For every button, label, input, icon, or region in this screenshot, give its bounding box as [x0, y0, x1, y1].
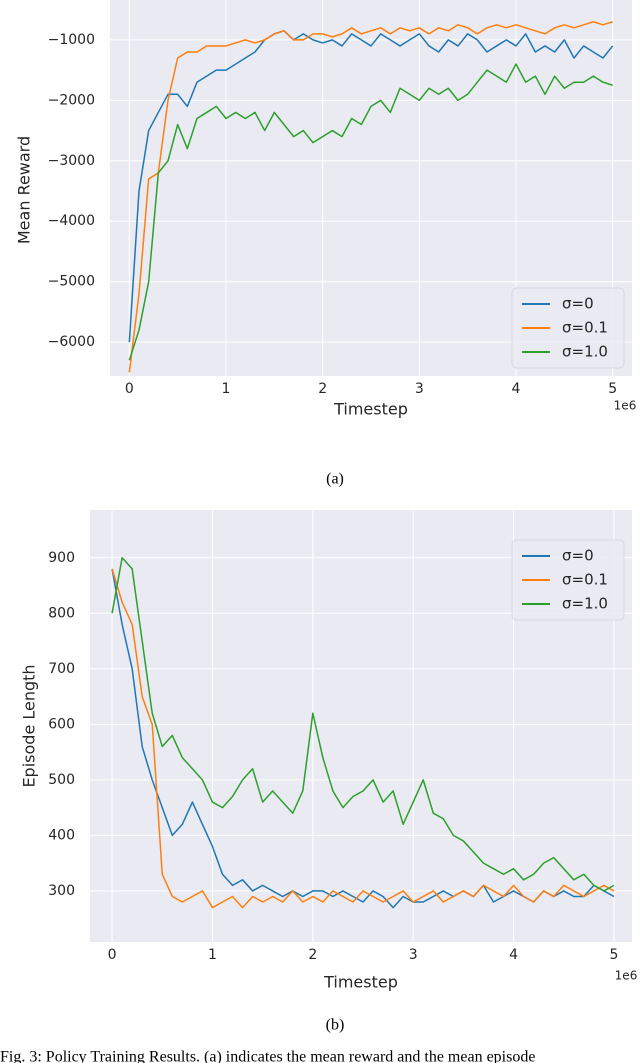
data-line	[128, 63, 613, 361]
data-line	[128, 21, 613, 373]
x-tick-label: 4	[512, 381, 521, 397]
y-tick-label: −6000	[48, 334, 95, 350]
y-tick-label: 700	[48, 661, 75, 677]
figure-caption: Fig. 3: Policy Training Results. (a) ind…	[0, 1049, 535, 1063]
legend-label: σ=0	[562, 547, 594, 565]
x-tick-label: 3	[415, 381, 424, 397]
x-tick-label: 2	[318, 381, 327, 397]
y-tick-label: −4000	[48, 213, 95, 229]
legend-label: σ=0.1	[562, 571, 608, 589]
x-tick-label: 0	[108, 947, 117, 963]
x-tick-label: 0	[125, 381, 134, 397]
legend-box	[511, 287, 625, 369]
legend-label: σ=0.1	[562, 319, 608, 337]
data-line	[111, 557, 615, 892]
x-axis-label: Timestep	[323, 973, 398, 992]
y-tick-label: −5000	[48, 274, 95, 290]
y-tick-label: −1000	[48, 32, 95, 48]
x-offset-label: 1e6	[614, 399, 637, 413]
x-axis-label: Timestep	[333, 400, 408, 419]
x-tick-label: 1	[208, 947, 217, 963]
subfigure-caption: (a)	[326, 471, 344, 488]
y-tick-label: −3000	[48, 153, 95, 169]
y-tick-label: 800	[48, 605, 75, 621]
y-tick-label: 600	[48, 716, 75, 732]
legend-label: σ=0	[562, 295, 594, 313]
x-tick-label: 4	[509, 947, 518, 963]
legend-label: σ=1.0	[562, 595, 608, 613]
x-tick-label: 1	[222, 381, 231, 397]
legend-box	[511, 539, 625, 621]
x-tick-label: 3	[409, 947, 418, 963]
x-tick-label: 2	[308, 947, 317, 963]
y-tick-label: 400	[48, 827, 75, 843]
subfigure-caption: (b)	[326, 1017, 345, 1034]
x-offset-label: 1e6	[615, 969, 638, 983]
y-axis-label: Episode Length	[20, 664, 39, 787]
data-line	[128, 30, 614, 343]
y-tick-label: 300	[48, 883, 75, 899]
x-tick-label: 5	[609, 947, 618, 963]
legend-label: σ=1.0	[562, 343, 608, 361]
y-tick-label: 900	[48, 550, 75, 566]
y-tick-label: −2000	[48, 92, 95, 108]
data-line	[111, 568, 615, 909]
y-tick-label: 500	[48, 772, 75, 788]
x-tick-label: 5	[608, 381, 617, 397]
y-axis-label: Mean Reward	[15, 136, 34, 244]
